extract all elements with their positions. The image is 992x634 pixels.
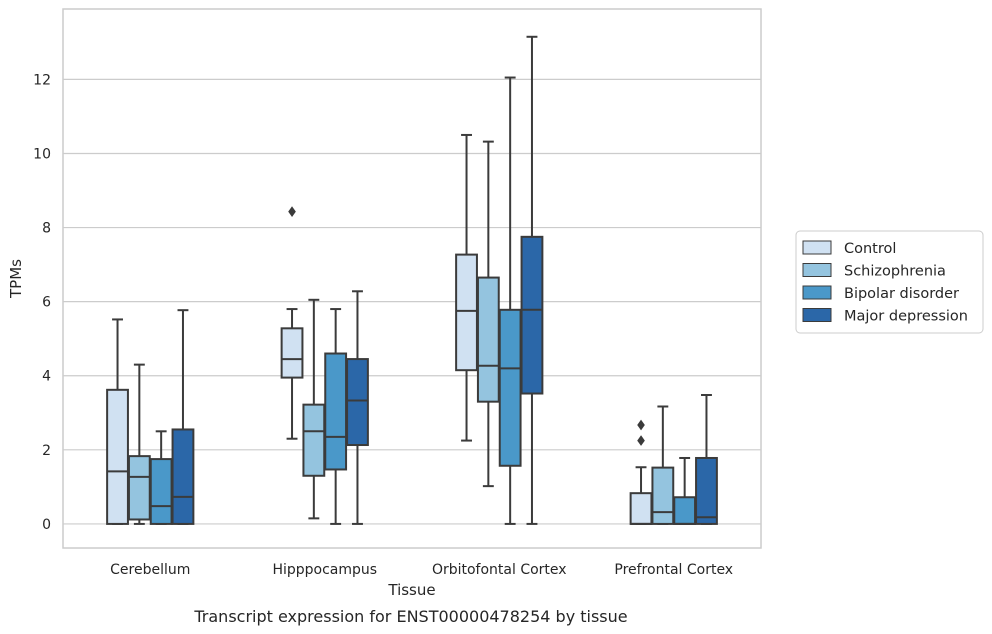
box-body [476,276,500,403]
box-body [171,428,195,525]
box-1-3 [346,290,369,525]
box-body [673,496,697,525]
box-0-1 [127,363,151,525]
box-2-3 [520,35,544,525]
x-tick-label: Hipppocampus [272,562,377,578]
box-1-2 [324,308,348,525]
outlier-point [637,435,645,446]
box-2-0 [455,133,478,442]
box-body [280,327,304,379]
box-body [346,358,369,447]
box-0-0 [106,318,129,525]
legend-label: Schizophrenia [844,264,946,280]
y-tick-label: 2 [42,443,51,459]
box-1-1 [302,298,326,520]
legend-label: Control [844,241,896,257]
legend-swatch [802,263,832,277]
legend-frame [795,230,984,334]
legend-swatch [802,240,832,255]
box-3-0 [629,419,653,525]
box-body [149,458,173,525]
y-tick-label: 12 [33,72,51,88]
y-tick-label: 4 [42,369,51,385]
y-tick-label: 10 [33,146,51,162]
legend-swatch [802,285,832,300]
outlier-point [637,419,645,431]
box-body [302,403,326,477]
x-axis-ticks: Cerebellum Hipppocampus Orbitofontal Corte… [110,562,733,578]
x-tick-label: Orbitofontal Cortex [432,562,567,578]
legend-swatch [802,308,832,322]
grid-lines [63,78,761,525]
y-tick-label: 8 [42,221,51,237]
box-body [127,455,151,521]
y-axis-ticks: 0 2 4 6 8 10 12 [33,72,51,533]
y-axis-label: TPMs [7,259,25,299]
box-body [455,253,478,372]
box-0-3 [171,309,195,525]
box-2-2 [498,76,522,525]
plot-frame [62,8,762,549]
chart-caption: Transcript expression for ENST0000047825… [193,607,627,626]
box-3-2 [673,456,697,525]
box-body [695,456,718,525]
y-tick-label: 0 [42,517,51,533]
x-tick-label: Prefrontal Cortex [614,562,733,578]
box-plot-series [106,35,718,525]
box-body [520,235,544,395]
box-body [629,492,653,525]
box-3-1 [651,405,675,525]
box-body [324,352,348,471]
x-tick-label: Cerebellum [110,562,190,578]
box-3-3 [695,394,718,525]
box-body [498,308,522,467]
box-0-2 [149,430,173,525]
x-axis-label: Tissue [387,581,435,599]
box-body [651,466,675,525]
box-body [106,388,129,525]
box-2-1 [476,140,500,488]
box-1-0 [280,206,304,440]
y-tick-label: 6 [42,295,51,311]
legend-label: Bipolar disorder [844,286,959,302]
legend: Control Schizophrenia Bipolar disorder Majo… [795,230,984,334]
outlier-point [288,206,296,217]
legend-label: Major depression [844,309,968,325]
